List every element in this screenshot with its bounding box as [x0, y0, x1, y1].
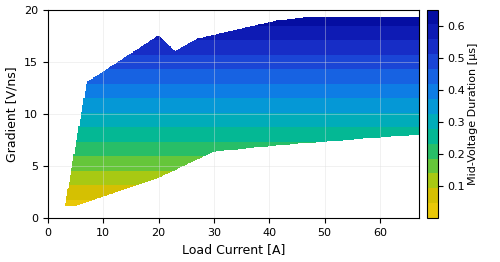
Y-axis label: Gradient [V/ns]: Gradient [V/ns]	[6, 66, 18, 162]
X-axis label: Load Current [A]: Load Current [A]	[182, 243, 285, 256]
Y-axis label: Mid-Voltage Duration [μs]: Mid-Voltage Duration [μs]	[468, 43, 478, 185]
